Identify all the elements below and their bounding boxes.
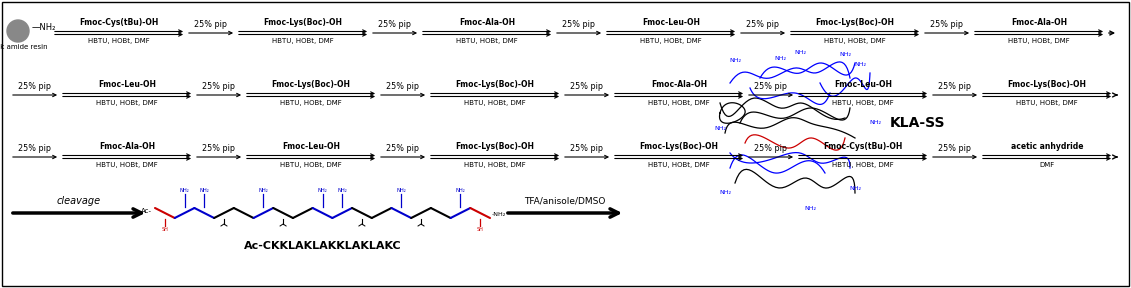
Text: 25% pip: 25% pip bbox=[939, 144, 972, 153]
Text: 25% pip: 25% pip bbox=[754, 144, 787, 153]
Text: 25% pip: 25% pip bbox=[562, 20, 596, 29]
Text: NH₂: NH₂ bbox=[714, 126, 726, 130]
Text: HBTU, HOBt, DMF: HBTU, HOBt, DMF bbox=[648, 162, 710, 168]
Text: 25% pip: 25% pip bbox=[570, 144, 604, 153]
Text: NH₂: NH₂ bbox=[719, 190, 731, 196]
Text: Fmoc-Lys(Boc)-OH: Fmoc-Lys(Boc)-OH bbox=[456, 80, 535, 89]
Text: HBTU, HOBt, DMF: HBTU, HOBt, DMF bbox=[1008, 38, 1070, 44]
Text: NH₂: NH₂ bbox=[397, 188, 406, 193]
Text: NH₂: NH₂ bbox=[794, 50, 806, 56]
Text: 25% pip: 25% pip bbox=[202, 144, 235, 153]
Text: NH₂: NH₂ bbox=[199, 188, 209, 193]
Text: Rink amide resin: Rink amide resin bbox=[0, 44, 48, 50]
Text: 25% pip: 25% pip bbox=[570, 82, 604, 91]
Text: Fmoc-Ala-OH: Fmoc-Ala-OH bbox=[98, 142, 155, 151]
Text: —NH₂: —NH₂ bbox=[32, 22, 57, 31]
Text: Fmoc-Lys(Boc)-OH: Fmoc-Lys(Boc)-OH bbox=[1008, 80, 1087, 89]
Text: HBTU, HOBt, DMF: HBTU, HOBt, DMF bbox=[456, 38, 518, 44]
Text: NH₂: NH₂ bbox=[337, 188, 347, 193]
Text: 25% pip: 25% pip bbox=[18, 144, 52, 153]
Text: HBTU, HOBt, DMF: HBTU, HOBt, DMF bbox=[280, 100, 342, 106]
Text: Fmoc-Lys(Boc)-OH: Fmoc-Lys(Boc)-OH bbox=[264, 18, 343, 27]
Text: HBTU, HOBt, DMF: HBTU, HOBt, DMF bbox=[464, 162, 526, 168]
Text: Fmoc-Lys(Boc)-OH: Fmoc-Lys(Boc)-OH bbox=[456, 142, 535, 151]
Text: NH₂: NH₂ bbox=[869, 120, 881, 126]
Text: HBTU, HOBt, DMF: HBTU, HOBt, DMF bbox=[96, 162, 158, 168]
Text: 25% pip: 25% pip bbox=[379, 20, 412, 29]
Text: Fmoc-Ala-OH: Fmoc-Ala-OH bbox=[459, 18, 515, 27]
Text: 25% pip: 25% pip bbox=[387, 144, 420, 153]
Text: Ac-: Ac- bbox=[141, 208, 152, 214]
Text: HBTU, HOBt, DMF: HBTU, HOBt, DMF bbox=[96, 100, 158, 106]
Text: HBTU, HOBt, DMF: HBTU, HOBt, DMF bbox=[832, 162, 893, 168]
Text: NH₂: NH₂ bbox=[180, 188, 189, 193]
Text: Fmoc-Leu-OH: Fmoc-Leu-OH bbox=[98, 80, 156, 89]
Text: HBTU, HOBt, DMF: HBTU, HOBt, DMF bbox=[832, 100, 893, 106]
Text: 25% pip: 25% pip bbox=[931, 20, 964, 29]
Text: SH: SH bbox=[476, 227, 484, 232]
Text: NH₂: NH₂ bbox=[259, 188, 268, 193]
Text: 25% pip: 25% pip bbox=[202, 82, 235, 91]
Text: SH: SH bbox=[162, 227, 169, 232]
Text: HBTU, HOBt, DMF: HBTU, HOBt, DMF bbox=[273, 38, 334, 44]
Text: HBTU, HOBt, DMF: HBTU, HOBt, DMF bbox=[280, 162, 342, 168]
Text: NH₂: NH₂ bbox=[839, 52, 851, 58]
Text: HBTU, HOBt, DMF: HBTU, HOBt, DMF bbox=[464, 100, 526, 106]
Text: NH₂: NH₂ bbox=[456, 188, 465, 193]
Text: Fmoc-Ala-OH: Fmoc-Ala-OH bbox=[1011, 18, 1067, 27]
Text: Fmoc-Cys(tBu)-OH: Fmoc-Cys(tBu)-OH bbox=[823, 142, 903, 151]
Text: 25% pip: 25% pip bbox=[387, 82, 420, 91]
Text: 25% pip: 25% pip bbox=[195, 20, 227, 29]
Text: HBTU, HOBt, DMF: HBTU, HOBt, DMF bbox=[824, 38, 886, 44]
Text: 25% pip: 25% pip bbox=[746, 20, 779, 29]
Text: Fmoc-Leu-OH: Fmoc-Leu-OH bbox=[834, 80, 892, 89]
Text: Fmoc-Cys(tBu)-OH: Fmoc-Cys(tBu)-OH bbox=[79, 18, 158, 27]
Text: cleavage: cleavage bbox=[57, 196, 101, 206]
Text: TFA/anisole/DMSO: TFA/anisole/DMSO bbox=[525, 197, 606, 206]
Text: NH₂: NH₂ bbox=[774, 56, 786, 60]
Text: NH₂: NH₂ bbox=[854, 62, 866, 67]
Text: NH₂: NH₂ bbox=[849, 185, 861, 190]
Text: HBTU, HOBt, DMF: HBTU, HOBt, DMF bbox=[648, 100, 710, 106]
Text: acetic anhydride: acetic anhydride bbox=[1011, 142, 1083, 151]
Text: 25% pip: 25% pip bbox=[939, 82, 972, 91]
Circle shape bbox=[7, 20, 29, 42]
Text: NH₂: NH₂ bbox=[729, 58, 741, 63]
Text: Fmoc-Lys(Boc)-OH: Fmoc-Lys(Boc)-OH bbox=[639, 142, 718, 151]
Text: Fmoc-Ala-OH: Fmoc-Ala-OH bbox=[651, 80, 707, 89]
Text: 25% pip: 25% pip bbox=[754, 82, 787, 91]
Text: 25% pip: 25% pip bbox=[18, 82, 52, 91]
Text: HBTU, HOBt, DMF: HBTU, HOBt, DMF bbox=[88, 38, 150, 44]
Text: Fmoc-Lys(Boc)-OH: Fmoc-Lys(Boc)-OH bbox=[271, 80, 351, 89]
Text: HBTU, HOBt, DMF: HBTU, HOBt, DMF bbox=[640, 38, 702, 44]
Text: -NH₂: -NH₂ bbox=[492, 213, 507, 217]
Text: KLA-SS: KLA-SS bbox=[890, 116, 946, 130]
Text: HBTU, HOBt, DMF: HBTU, HOBt, DMF bbox=[1016, 100, 1078, 106]
Text: NH₂: NH₂ bbox=[804, 206, 815, 211]
Text: DMF: DMF bbox=[1039, 162, 1054, 168]
Text: Fmoc-Lys(Boc)-OH: Fmoc-Lys(Boc)-OH bbox=[815, 18, 895, 27]
Text: NH₂: NH₂ bbox=[318, 188, 327, 193]
Text: Fmoc-Leu-OH: Fmoc-Leu-OH bbox=[282, 142, 340, 151]
Text: Fmoc-Leu-OH: Fmoc-Leu-OH bbox=[642, 18, 700, 27]
Text: Ac-CKKLAKLAKKLAKLAKC: Ac-CKKLAKLAKKLAKLAKC bbox=[243, 241, 402, 251]
